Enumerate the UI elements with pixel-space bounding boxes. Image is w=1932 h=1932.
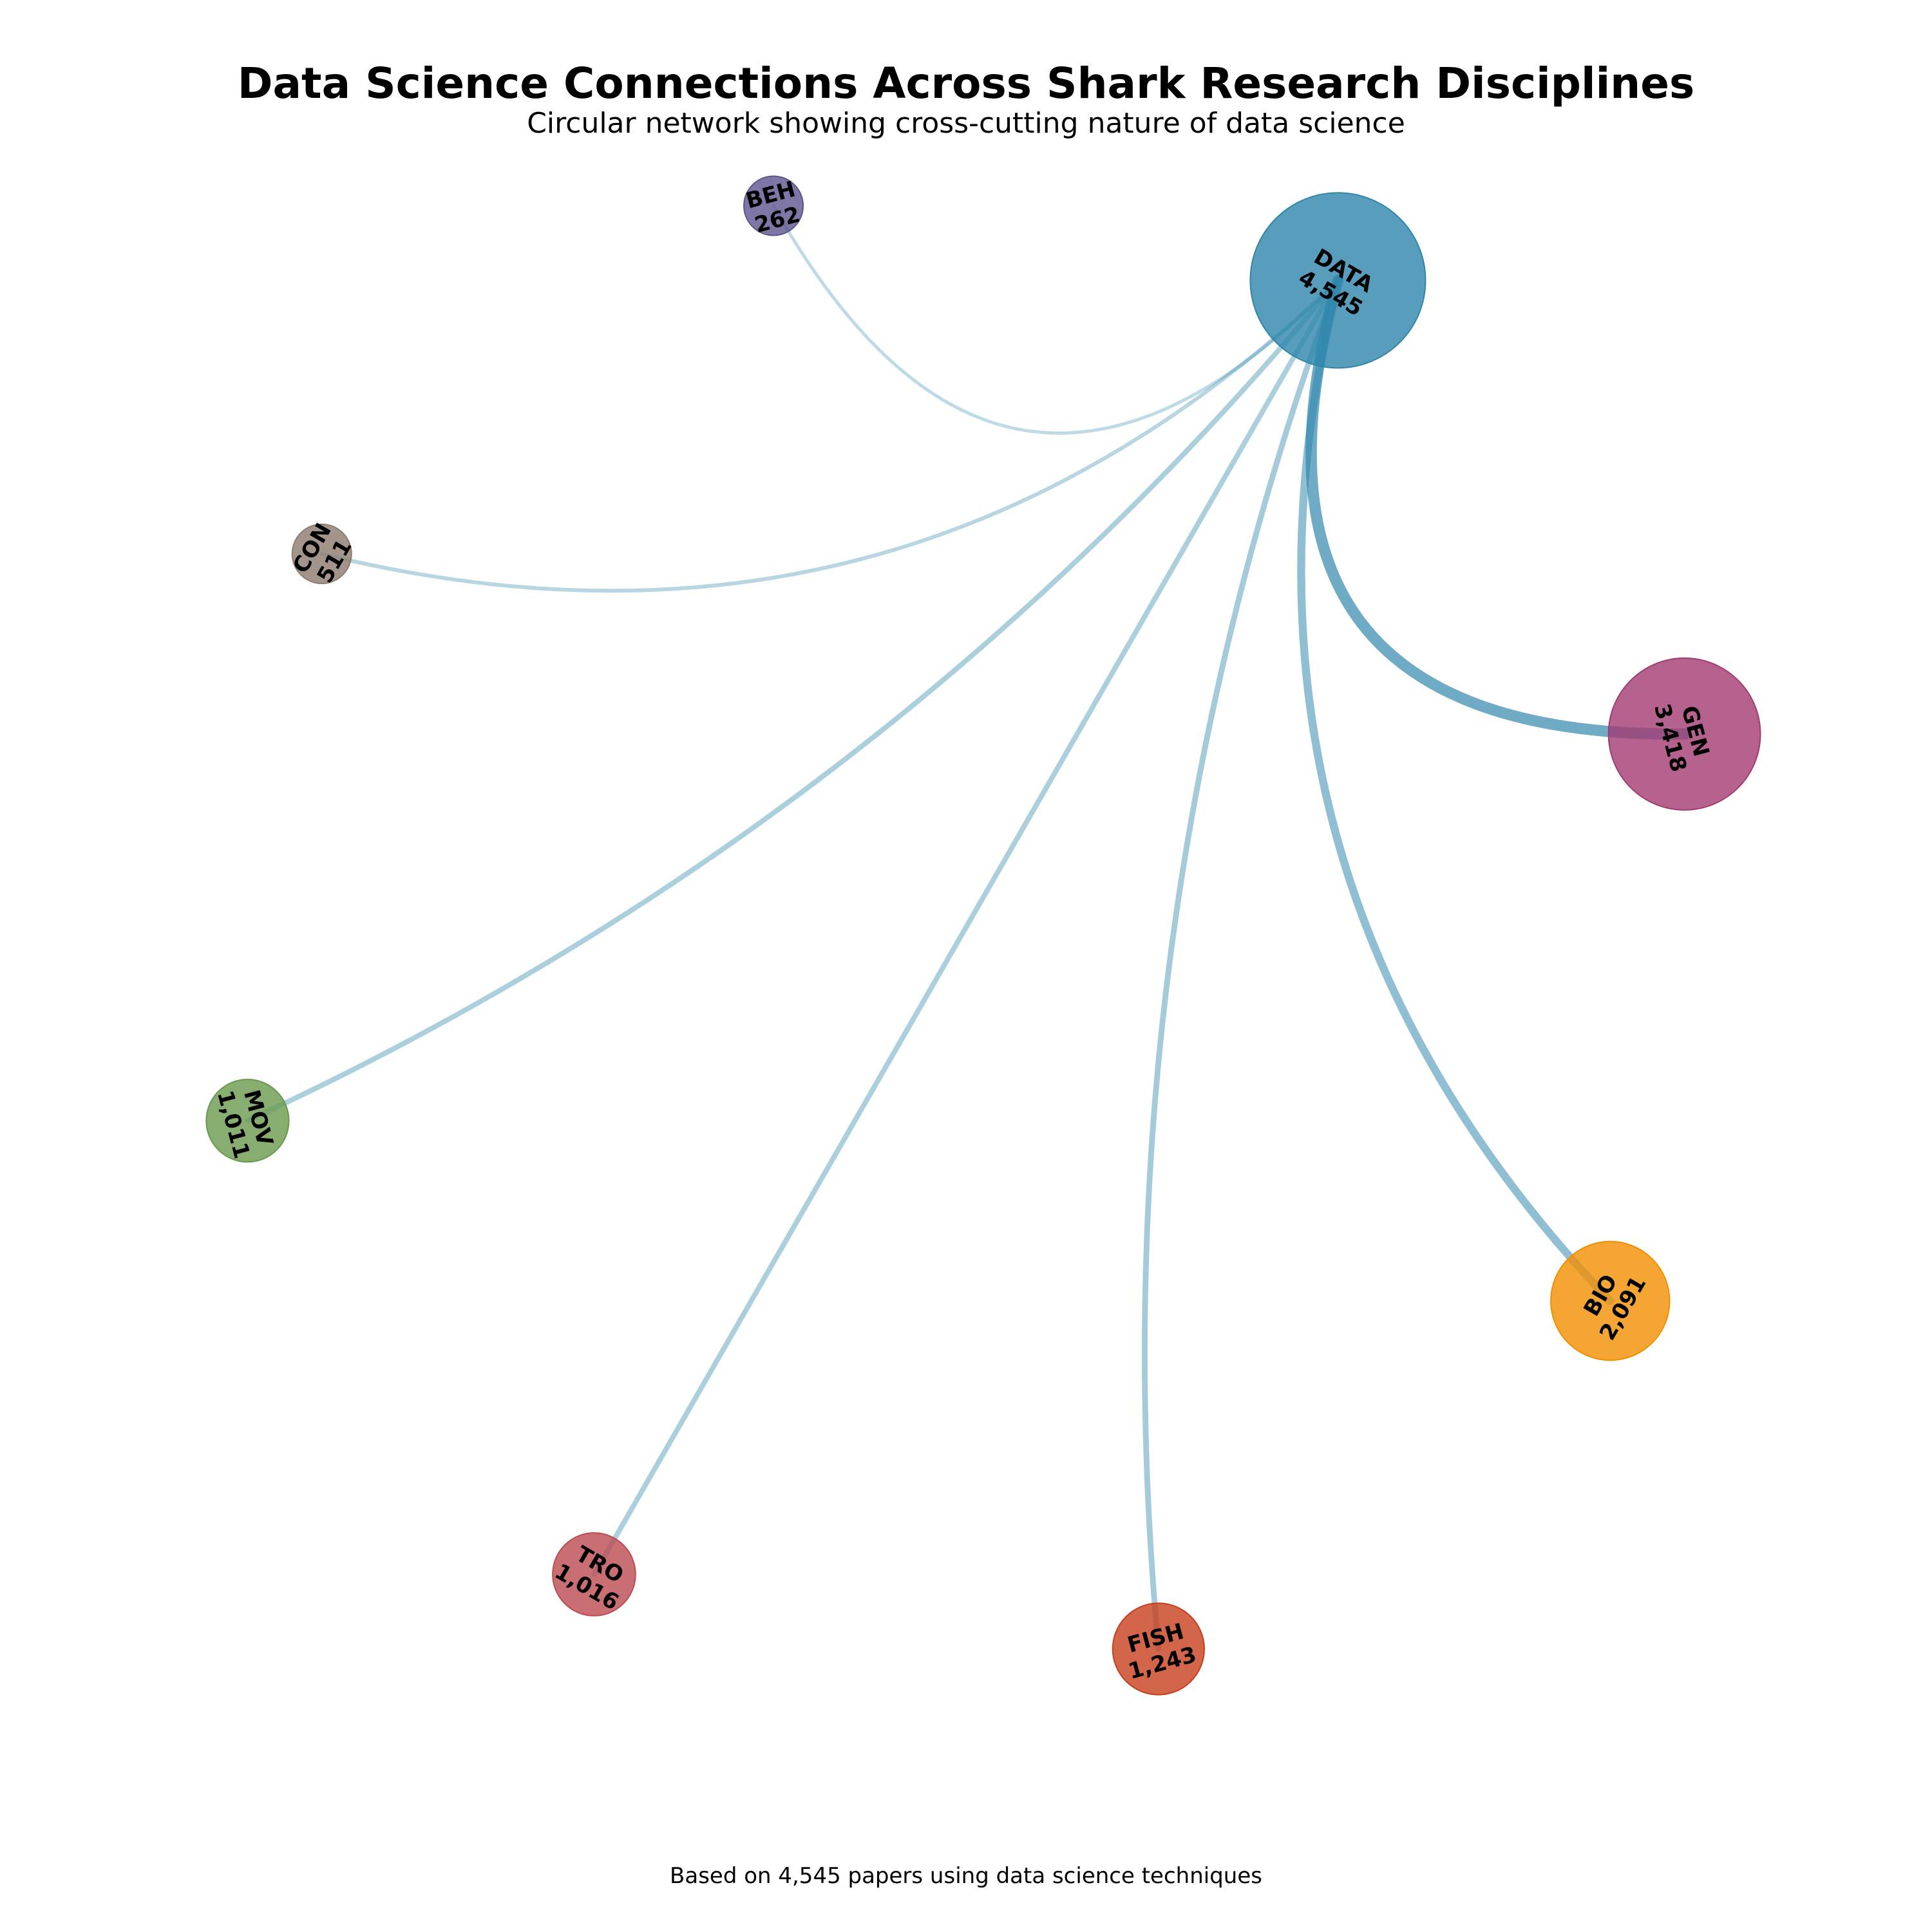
node-data — [1249, 192, 1426, 369]
node-bio — [1550, 1240, 1671, 1361]
edge-data-fish — [1142, 277, 1341, 1652]
node-beh — [743, 175, 804, 236]
node-mov — [205, 1079, 290, 1163]
edge-data-beh — [772, 204, 1340, 435]
node-layer — [205, 175, 1761, 1696]
edge-layer — [245, 204, 1690, 1652]
chart-subtitle: Circular network showing cross-cutting n… — [527, 107, 1405, 140]
node-gen — [1607, 657, 1761, 811]
node-con — [291, 524, 352, 584]
footnote: Based on 4,545 papers using data science… — [670, 1863, 1262, 1889]
node-tro — [552, 1532, 636, 1616]
edge-data-mov — [245, 278, 1341, 1124]
edge-data-tro — [591, 278, 1341, 1577]
edge-data-bio — [1297, 276, 1615, 1305]
edge-data-con — [319, 278, 1340, 593]
chart-title: Data Science Connections Across Shark Re… — [238, 59, 1695, 108]
node-fish — [1112, 1602, 1206, 1696]
